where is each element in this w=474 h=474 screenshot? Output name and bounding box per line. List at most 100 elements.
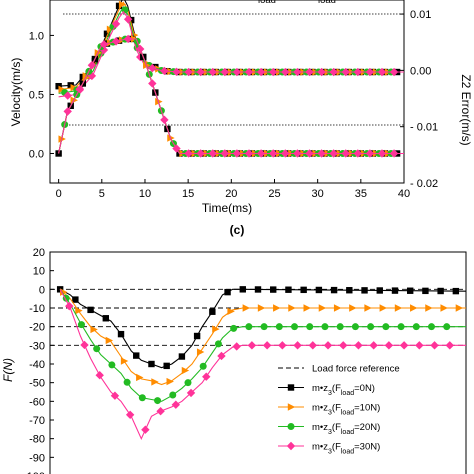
bottom-y-tick-label: -80 (29, 434, 45, 446)
bottom-series-point (382, 323, 390, 331)
top-series-point (220, 67, 230, 77)
top-series-markers (55, 35, 401, 157)
bottom-y-tick-label: -60 (29, 396, 45, 408)
bottom-series-point (214, 340, 222, 348)
bottom-series-point (275, 323, 283, 331)
bottom-series-point (178, 353, 186, 360)
bottom-series-point (110, 391, 120, 400)
legend-label-subscript: load (341, 448, 354, 455)
top-series-point (244, 67, 254, 77)
bottom-series-point (369, 341, 378, 350)
bottom-series-markers (65, 301, 454, 434)
top-series-point (75, 84, 84, 94)
bottom-series-point (346, 287, 353, 294)
legend-label-part: m•z (312, 442, 328, 453)
top-series-point (281, 149, 290, 158)
bottom-series-point (285, 286, 292, 293)
bottom-y-tick-label: 0 (39, 284, 45, 296)
bottom-series-point (77, 321, 85, 329)
bottom-series-point (394, 304, 403, 312)
bottom-series-point (224, 288, 231, 296)
top-series-point (208, 67, 217, 77)
legend-label-subscript: load (341, 390, 354, 397)
bottom-series-point (254, 286, 262, 293)
bottom-series-point (288, 304, 296, 312)
bottom-series-point (227, 307, 235, 316)
panel-label: (c) (230, 223, 245, 237)
top-series-point (317, 149, 326, 158)
top-chart: load load 0.0 0.5 1.0 - 0.02 - 0.01 0.00 0.01… (9, 0, 473, 215)
top-series-point (365, 149, 375, 158)
bottom-series-point (171, 400, 181, 409)
top-x-tick-label: 0 (56, 188, 62, 200)
top-series-point (208, 149, 217, 158)
top-series-point (389, 149, 399, 158)
legend-label-part: =0N) (354, 383, 375, 394)
legend-series-label: m•z3(Fload=0N) (312, 383, 375, 397)
bottom-y-tick-label: -40 (29, 359, 45, 371)
bottom-series-point (217, 351, 226, 361)
legend-label-subscript: load (341, 409, 354, 416)
bottom-series-point (278, 341, 287, 350)
top-series-point (160, 66, 169, 76)
bottom-series-point (455, 304, 464, 312)
top-x-tick-label: 25 (268, 188, 280, 200)
top-series-group (55, 0, 404, 158)
top-y-axis-label: Velocity(m/s) (9, 58, 23, 127)
top-series-point (317, 67, 326, 77)
top-y2-tick-label: 0.01 (410, 9, 431, 21)
top-series-point (389, 67, 399, 77)
bottom-series-markers (62, 294, 451, 405)
top-x-ticks: 0 5 10 15 20 25 30 35 40 (56, 179, 410, 200)
legend-series-marker (286, 441, 296, 451)
top-series-point (118, 0, 127, 9)
bottom-y-tick-label: -10 (29, 303, 45, 315)
top-series-line (58, 38, 404, 155)
bottom-series-point (136, 373, 144, 382)
bottom-series-point (247, 341, 257, 350)
bottom-series-point (351, 323, 359, 331)
top-series-point (103, 30, 111, 37)
bottom-series-markers (59, 288, 464, 386)
top-y-tick-label: 1.0 (29, 30, 44, 42)
legend-series-marker (287, 384, 295, 391)
bottom-y-tick-label: 20 (33, 247, 45, 259)
top-series-point (99, 45, 109, 55)
bottom-series-point (437, 287, 444, 295)
legend-label-part: (F (332, 403, 341, 414)
bottom-series-point (232, 342, 241, 351)
bottom-series-point (117, 330, 125, 338)
top-x-tick-label: 10 (139, 188, 151, 200)
bottom-series-group (56, 286, 467, 441)
bottom-y-tick-label: -90 (29, 452, 45, 464)
bottom-series-point (321, 323, 329, 331)
top-series-markers (63, 34, 399, 158)
top-series-point (148, 79, 157, 88)
bottom-series-point (80, 340, 89, 350)
top-x-tick-label: 5 (99, 188, 105, 200)
bottom-series-point (209, 308, 216, 315)
top-series-point (63, 107, 72, 116)
bottom-series-point (95, 371, 104, 380)
bottom-series-point (430, 341, 439, 350)
bottom-series-point (230, 324, 238, 332)
bottom-y-tick-label: -50 (29, 378, 45, 390)
bottom-series-point (260, 323, 268, 331)
top-series-point (305, 67, 314, 77)
top-x-axis-label: Time(ms) (202, 201, 252, 215)
bottom-series-point (412, 323, 420, 331)
top-series-point (99, 40, 109, 49)
bottom-series-point (239, 286, 246, 293)
legend: Load force referencem•z3(Fload=0N)m•z3(F… (278, 364, 400, 455)
bottom-series-point (291, 323, 299, 331)
legend-label-subscript: 3 (328, 409, 332, 416)
top-x-tick-label: 15 (182, 188, 194, 200)
bottom-series-point (65, 301, 74, 311)
legend-series-label: m•z3(Fload=10N) (312, 403, 380, 417)
top-series-point (256, 149, 266, 158)
top-series-point (341, 149, 350, 158)
bottom-series-point (105, 336, 114, 345)
bottom-series-point (169, 391, 177, 399)
legend-label-part: m•z (312, 403, 328, 414)
